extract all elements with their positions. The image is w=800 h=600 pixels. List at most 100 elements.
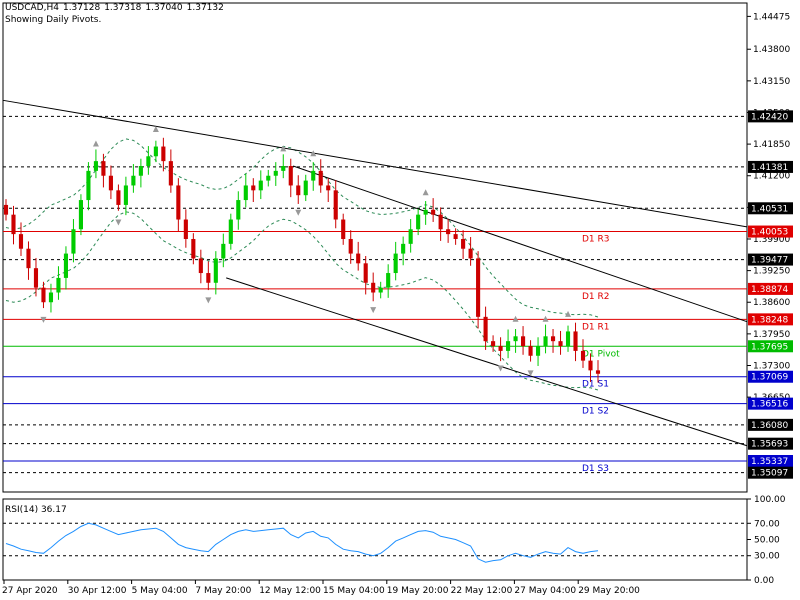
fractal-down-marker: [370, 307, 377, 314]
fractal-down-marker: [115, 219, 122, 226]
candle-body: [153, 146, 158, 157]
price-label-box: [748, 282, 793, 295]
time-axis: 27 Apr 2020 30 Apr 12:00 5 May 04:00 7 May …: [2, 580, 640, 596]
candle-body: [116, 190, 121, 205]
candle-body: [71, 229, 76, 254]
price-tick-label: 1.43150: [753, 77, 790, 87]
high-value: 1.37318: [104, 3, 142, 13]
candle-body: [108, 175, 113, 191]
candle-body: [176, 185, 181, 220]
candle-body: [183, 219, 188, 239]
candle-body: [281, 166, 286, 171]
price-label-box: [748, 466, 793, 479]
price-label-box: [748, 313, 793, 326]
price-tick-label: 1.41200: [753, 172, 790, 182]
fractal-up-marker: [310, 150, 317, 157]
close-value: 1.37132: [186, 3, 224, 13]
candle-body: [535, 346, 541, 356]
price-labels: 1.42420 1.41381 1.40531 1.40053 1.39477 1.388…: [748, 110, 793, 479]
price-label-box: [748, 340, 793, 353]
candle-body: [296, 185, 301, 196]
price-label-box: [748, 225, 793, 238]
pivot-label: D1 R3: [582, 235, 610, 245]
candle-body: [386, 273, 391, 288]
pivot-label: D1 Pivot: [582, 349, 620, 359]
price-tick-label: 1.37950: [753, 330, 790, 340]
price-tick-label: 1.39900: [753, 235, 790, 245]
candle-body: [101, 161, 106, 176]
candle-body: [333, 190, 338, 220]
candle-body: [3, 204, 9, 215]
candle-body: [303, 180, 308, 196]
candle-body: [513, 336, 518, 342]
time-tick-label: 27 Apr 2020: [2, 586, 58, 596]
candle-body: [491, 341, 496, 347]
candlesticks: [3, 137, 601, 383]
price-tick-label: 1.43800: [753, 45, 790, 55]
candle-body: [213, 258, 218, 283]
price-label-text: 1.36080: [751, 421, 788, 431]
rsi-tick-label: 70.00: [754, 519, 780, 529]
candle-body: [565, 331, 571, 347]
envelope-bands: [5, 138, 599, 391]
candle-body: [48, 292, 54, 303]
fractal-up-marker: [422, 189, 429, 196]
candle-body: [86, 170, 91, 201]
price-label-box: [748, 160, 793, 173]
trendline: [226, 277, 748, 447]
price-label-box: [748, 253, 793, 266]
candle-body: [363, 263, 368, 283]
candle-body: [483, 316, 488, 342]
rsi-tick-label: 0.00: [754, 576, 774, 586]
time-tick-label: 7 May 20:00: [195, 586, 251, 596]
candle-body: [438, 214, 443, 230]
candle-body: [506, 341, 511, 351]
candle-body: [146, 156, 151, 166]
candle-body: [26, 248, 31, 269]
time-tick-label: 19 May 20:00: [387, 586, 449, 596]
price-tick-label: 1.41850: [753, 140, 790, 150]
price-label-text: 1.41381: [751, 163, 788, 173]
chart-header: USDCAD,H4 1.37128 1.37318 1.37040 1.37132: [5, 3, 228, 14]
lower-band: [5, 211, 599, 391]
candle-body: [558, 341, 563, 347]
time-tick-label: 29 May 20:00: [578, 586, 640, 596]
candle-body: [93, 161, 98, 171]
candle-body: [228, 219, 233, 244]
candle-body: [206, 273, 211, 283]
price-tick-label: 1.39250: [753, 267, 790, 277]
candle-body: [288, 166, 293, 186]
candle-body: [521, 336, 526, 347]
candle-body: [573, 331, 578, 351]
candle-body: [243, 185, 248, 201]
fractal-down-marker: [205, 297, 212, 304]
candle-body: [378, 287, 383, 293]
price-label-box: [748, 110, 793, 123]
candle-body: [63, 253, 69, 278]
fractal-down-marker: [40, 316, 47, 323]
candle-body: [468, 248, 473, 259]
pivot-label: D1 S3: [582, 464, 609, 474]
price-label-text: 1.40531: [751, 204, 788, 214]
candle-body: [431, 209, 436, 215]
pivot-label: D1 R2: [582, 292, 610, 302]
pivots-note: Showing Daily Pivots.: [5, 15, 102, 25]
time-tick-label: 5 May 04:00: [132, 586, 188, 596]
price-tick-label: 1.44475: [753, 12, 790, 22]
candle-body: [476, 258, 481, 317]
fractal-down-marker: [497, 365, 504, 372]
pivot-label: D1 S2: [582, 407, 609, 417]
rsi-tick-label: 30.00: [754, 552, 780, 562]
fractal-down-marker: [295, 209, 302, 216]
rsi-line: [5, 522, 599, 563]
pivot-levels: D1 R3 D1 R2 D1 R1 D1 Pivot D1 S1 D1 S2 D1 S3: [3, 115, 747, 474]
time-tick-label: 27 May 04:00: [514, 586, 576, 596]
low-value: 1.37040: [145, 3, 183, 13]
fractal-up-marker: [542, 315, 549, 322]
candle-body: [138, 166, 143, 176]
candle-body: [311, 170, 316, 181]
candle-body: [56, 277, 61, 293]
pivot-label: D1 S1: [582, 380, 609, 390]
price-label-text: 1.35337: [751, 457, 788, 467]
